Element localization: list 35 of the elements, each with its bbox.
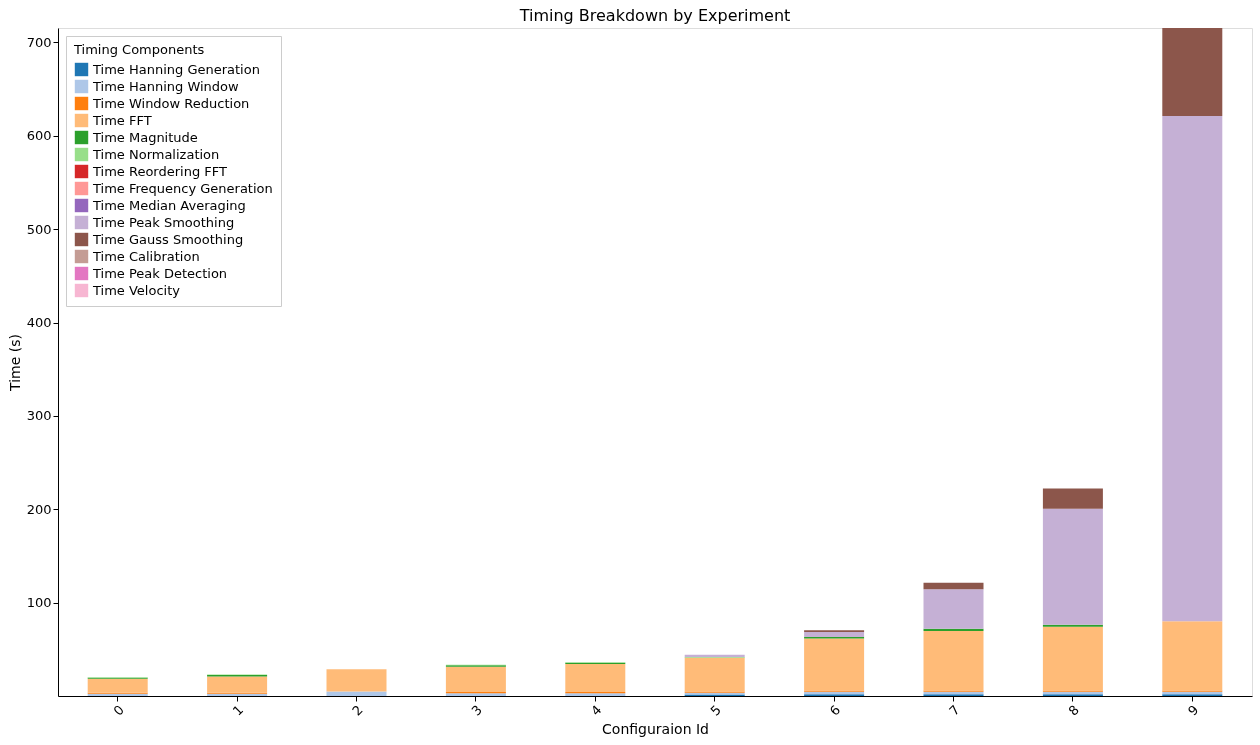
legend-label: Time Hanning Window [92,78,240,94]
legend-label: Time Velocity [92,282,181,298]
y-tick-label: 200 [26,501,52,517]
x-tick-label: 0 [110,702,127,719]
y-tick-label: 100 [26,595,52,611]
legend-label: Time Median Averaging [92,197,246,213]
legend-label: Time Hanning Generation [92,61,260,77]
x-tick-label: 1 [229,702,247,719]
legend-label: Time Gauss Smoothing [92,231,244,247]
x-tick-label: 5 [707,702,724,719]
x-tick-label: 2 [349,702,366,719]
y-tick-label: 300 [26,408,52,424]
legend-label: Time Normalization [92,146,220,162]
legend-label: Time Reordering FFT [92,163,228,179]
legend-label: Time Peak Smoothing [92,214,235,230]
legend-label: Time Peak Detection [92,265,228,281]
legend-label: Time Calibration [92,248,200,264]
legend-label: Time Magnitude [92,129,198,145]
y-tick-label: 700 [26,34,52,50]
x-tick-label: 9 [1185,702,1202,719]
y-tick-label: 600 [26,128,52,144]
y-tick-label: 400 [26,315,52,331]
legend-label: Time Window Reduction [92,95,250,111]
legend-label: Time Frequency Generation [92,180,273,196]
y-axis-title: Time (s) [6,334,23,392]
legend-title: Timing Components [73,42,205,57]
x-tick-label: 4 [588,702,605,719]
x-tick-label: 6 [826,702,844,719]
x-tick-label: 7 [946,702,963,719]
x-tick-label: 3 [468,702,486,719]
x-tick-label: 8 [1065,702,1083,719]
chart-title: Timing Breakdown by Experiment [518,6,791,25]
y-tick-label: 500 [26,221,52,237]
x-axis-title: Configuraion Id [602,720,709,737]
legend-label: Time FFT [92,112,152,128]
